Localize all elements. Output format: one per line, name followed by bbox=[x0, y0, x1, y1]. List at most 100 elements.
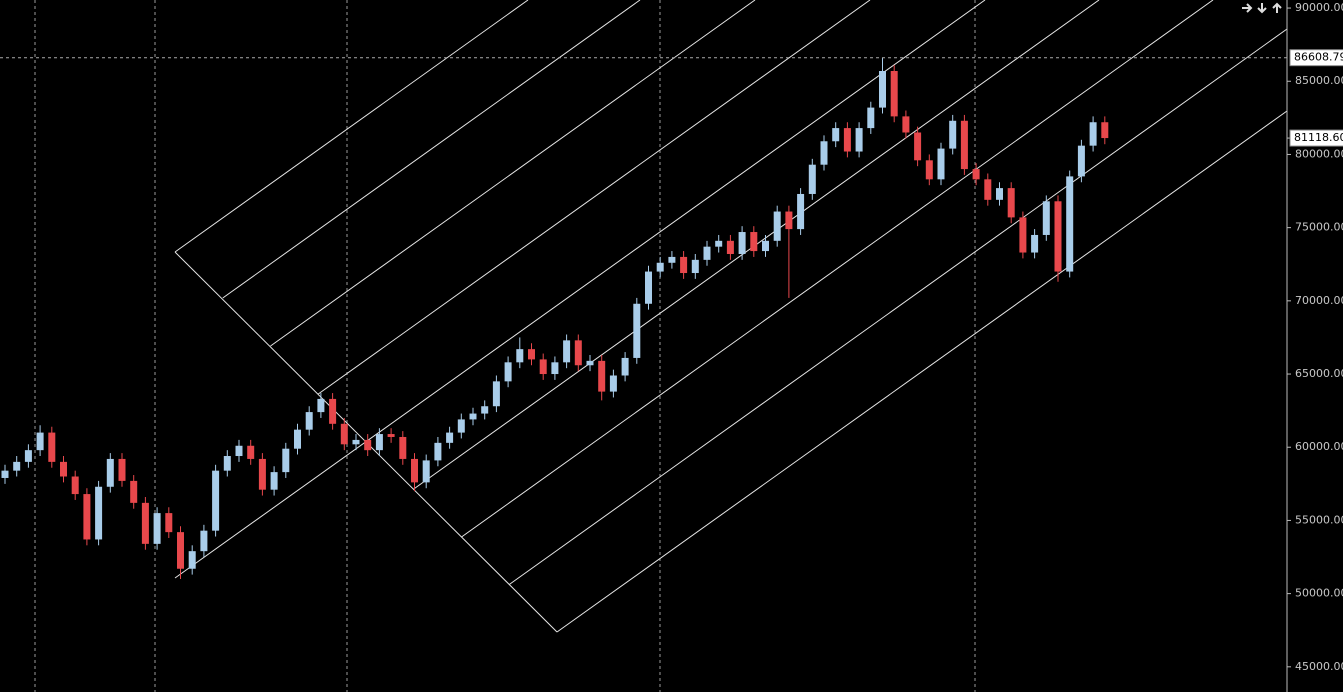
candle-body bbox=[364, 439, 372, 451]
candle-body bbox=[446, 432, 454, 443]
candle-body bbox=[633, 303, 641, 358]
candle-body bbox=[574, 340, 582, 366]
y-tick-label: 70000.00 bbox=[1295, 294, 1343, 307]
candle-body bbox=[703, 246, 711, 260]
candle-body bbox=[223, 456, 231, 471]
scroll-right[interactable] bbox=[1242, 3, 1253, 13]
candle-body bbox=[984, 179, 992, 200]
candle-body bbox=[1077, 145, 1085, 177]
candle-body bbox=[1089, 122, 1097, 146]
candle-body bbox=[972, 169, 980, 180]
candle-body bbox=[71, 476, 79, 495]
y-tick-label: 85000.00 bbox=[1295, 74, 1343, 87]
candle-body bbox=[177, 532, 184, 569]
candle-body bbox=[387, 434, 395, 437]
candle-body bbox=[1066, 176, 1074, 272]
candle-body bbox=[750, 232, 758, 252]
y-tick-label: 60000.00 bbox=[1295, 440, 1343, 453]
candle-body bbox=[1101, 122, 1109, 139]
candle-body bbox=[937, 148, 945, 180]
candle-body bbox=[843, 128, 851, 152]
crosshair-price-label: 86608.79 bbox=[1294, 51, 1343, 64]
candle-body bbox=[726, 240, 734, 254]
channel-line bbox=[222, 0, 641, 299]
candle-body bbox=[188, 551, 196, 569]
candle-body bbox=[317, 398, 325, 413]
candle-body bbox=[914, 132, 922, 161]
y-tick-label: 80000.00 bbox=[1295, 147, 1343, 160]
candle-body bbox=[294, 429, 301, 449]
candle-body bbox=[691, 259, 699, 274]
candle-body bbox=[1054, 201, 1062, 272]
period-separators bbox=[34, 0, 976, 692]
candle-body bbox=[165, 513, 173, 533]
candle-body bbox=[1042, 201, 1050, 235]
candle-body bbox=[340, 423, 348, 445]
channel-line bbox=[174, 0, 529, 253]
candle-body bbox=[867, 107, 875, 129]
candle-body bbox=[83, 494, 91, 540]
candle-body bbox=[212, 470, 220, 531]
candle-body bbox=[785, 211, 793, 230]
candle-body bbox=[305, 412, 313, 430]
candle-body bbox=[282, 448, 290, 473]
candle-body bbox=[563, 340, 571, 363]
candle-body bbox=[95, 486, 103, 540]
y-tick-label: 90000.00 bbox=[1295, 1, 1343, 14]
candle-body bbox=[399, 436, 407, 459]
candle-body bbox=[832, 128, 840, 142]
candle-body bbox=[586, 360, 594, 366]
candles bbox=[1, 57, 1109, 579]
candle-body bbox=[258, 458, 266, 490]
candle-body bbox=[1007, 188, 1015, 218]
scroll-down[interactable] bbox=[1257, 3, 1267, 14]
candle-body bbox=[890, 71, 898, 117]
candle-body bbox=[773, 211, 781, 241]
channel-line bbox=[508, 28, 1288, 585]
candle-body bbox=[235, 445, 243, 457]
candle-body bbox=[656, 262, 664, 272]
candle-body bbox=[609, 375, 617, 392]
candle-body bbox=[738, 232, 746, 254]
candle-body bbox=[329, 398, 337, 424]
candle-body bbox=[668, 256, 676, 263]
candle-body bbox=[48, 432, 56, 462]
scroll-up[interactable] bbox=[1272, 2, 1282, 13]
channel-line bbox=[317, 0, 871, 395]
candle-body bbox=[457, 419, 465, 433]
candle-body bbox=[598, 360, 606, 392]
candle-body bbox=[469, 413, 477, 420]
candle-body bbox=[762, 240, 769, 252]
channel-line bbox=[174, 0, 986, 579]
scroll-controls[interactable] bbox=[1242, 2, 1282, 14]
candle-body bbox=[481, 406, 489, 414]
y-tick-label: 65000.00 bbox=[1295, 367, 1343, 380]
candle-body bbox=[539, 359, 547, 375]
crosshair-price-box bbox=[1289, 49, 1343, 67]
candle-body bbox=[1031, 234, 1039, 253]
y-tick-label: 55000.00 bbox=[1295, 513, 1343, 526]
candle-body bbox=[808, 164, 816, 194]
candle-body bbox=[60, 461, 67, 477]
candle-body bbox=[24, 450, 32, 462]
candle-body bbox=[1, 470, 9, 478]
candle-body bbox=[200, 530, 208, 552]
candle-body bbox=[996, 188, 1003, 200]
candle-body bbox=[352, 439, 360, 445]
candle-body bbox=[270, 472, 278, 490]
candle-body bbox=[375, 434, 383, 451]
candle-body bbox=[879, 71, 886, 108]
candle-body bbox=[645, 271, 652, 304]
candle-body bbox=[528, 349, 535, 360]
candle-body bbox=[680, 256, 688, 274]
candle-body bbox=[949, 120, 957, 149]
candle-body bbox=[153, 513, 161, 544]
candle-body bbox=[504, 362, 512, 382]
candle-body bbox=[130, 480, 138, 503]
last-price-label: 81118.60 bbox=[1294, 131, 1343, 144]
candle-body bbox=[492, 381, 500, 407]
candle-body bbox=[411, 458, 418, 483]
candle-body bbox=[106, 458, 114, 487]
